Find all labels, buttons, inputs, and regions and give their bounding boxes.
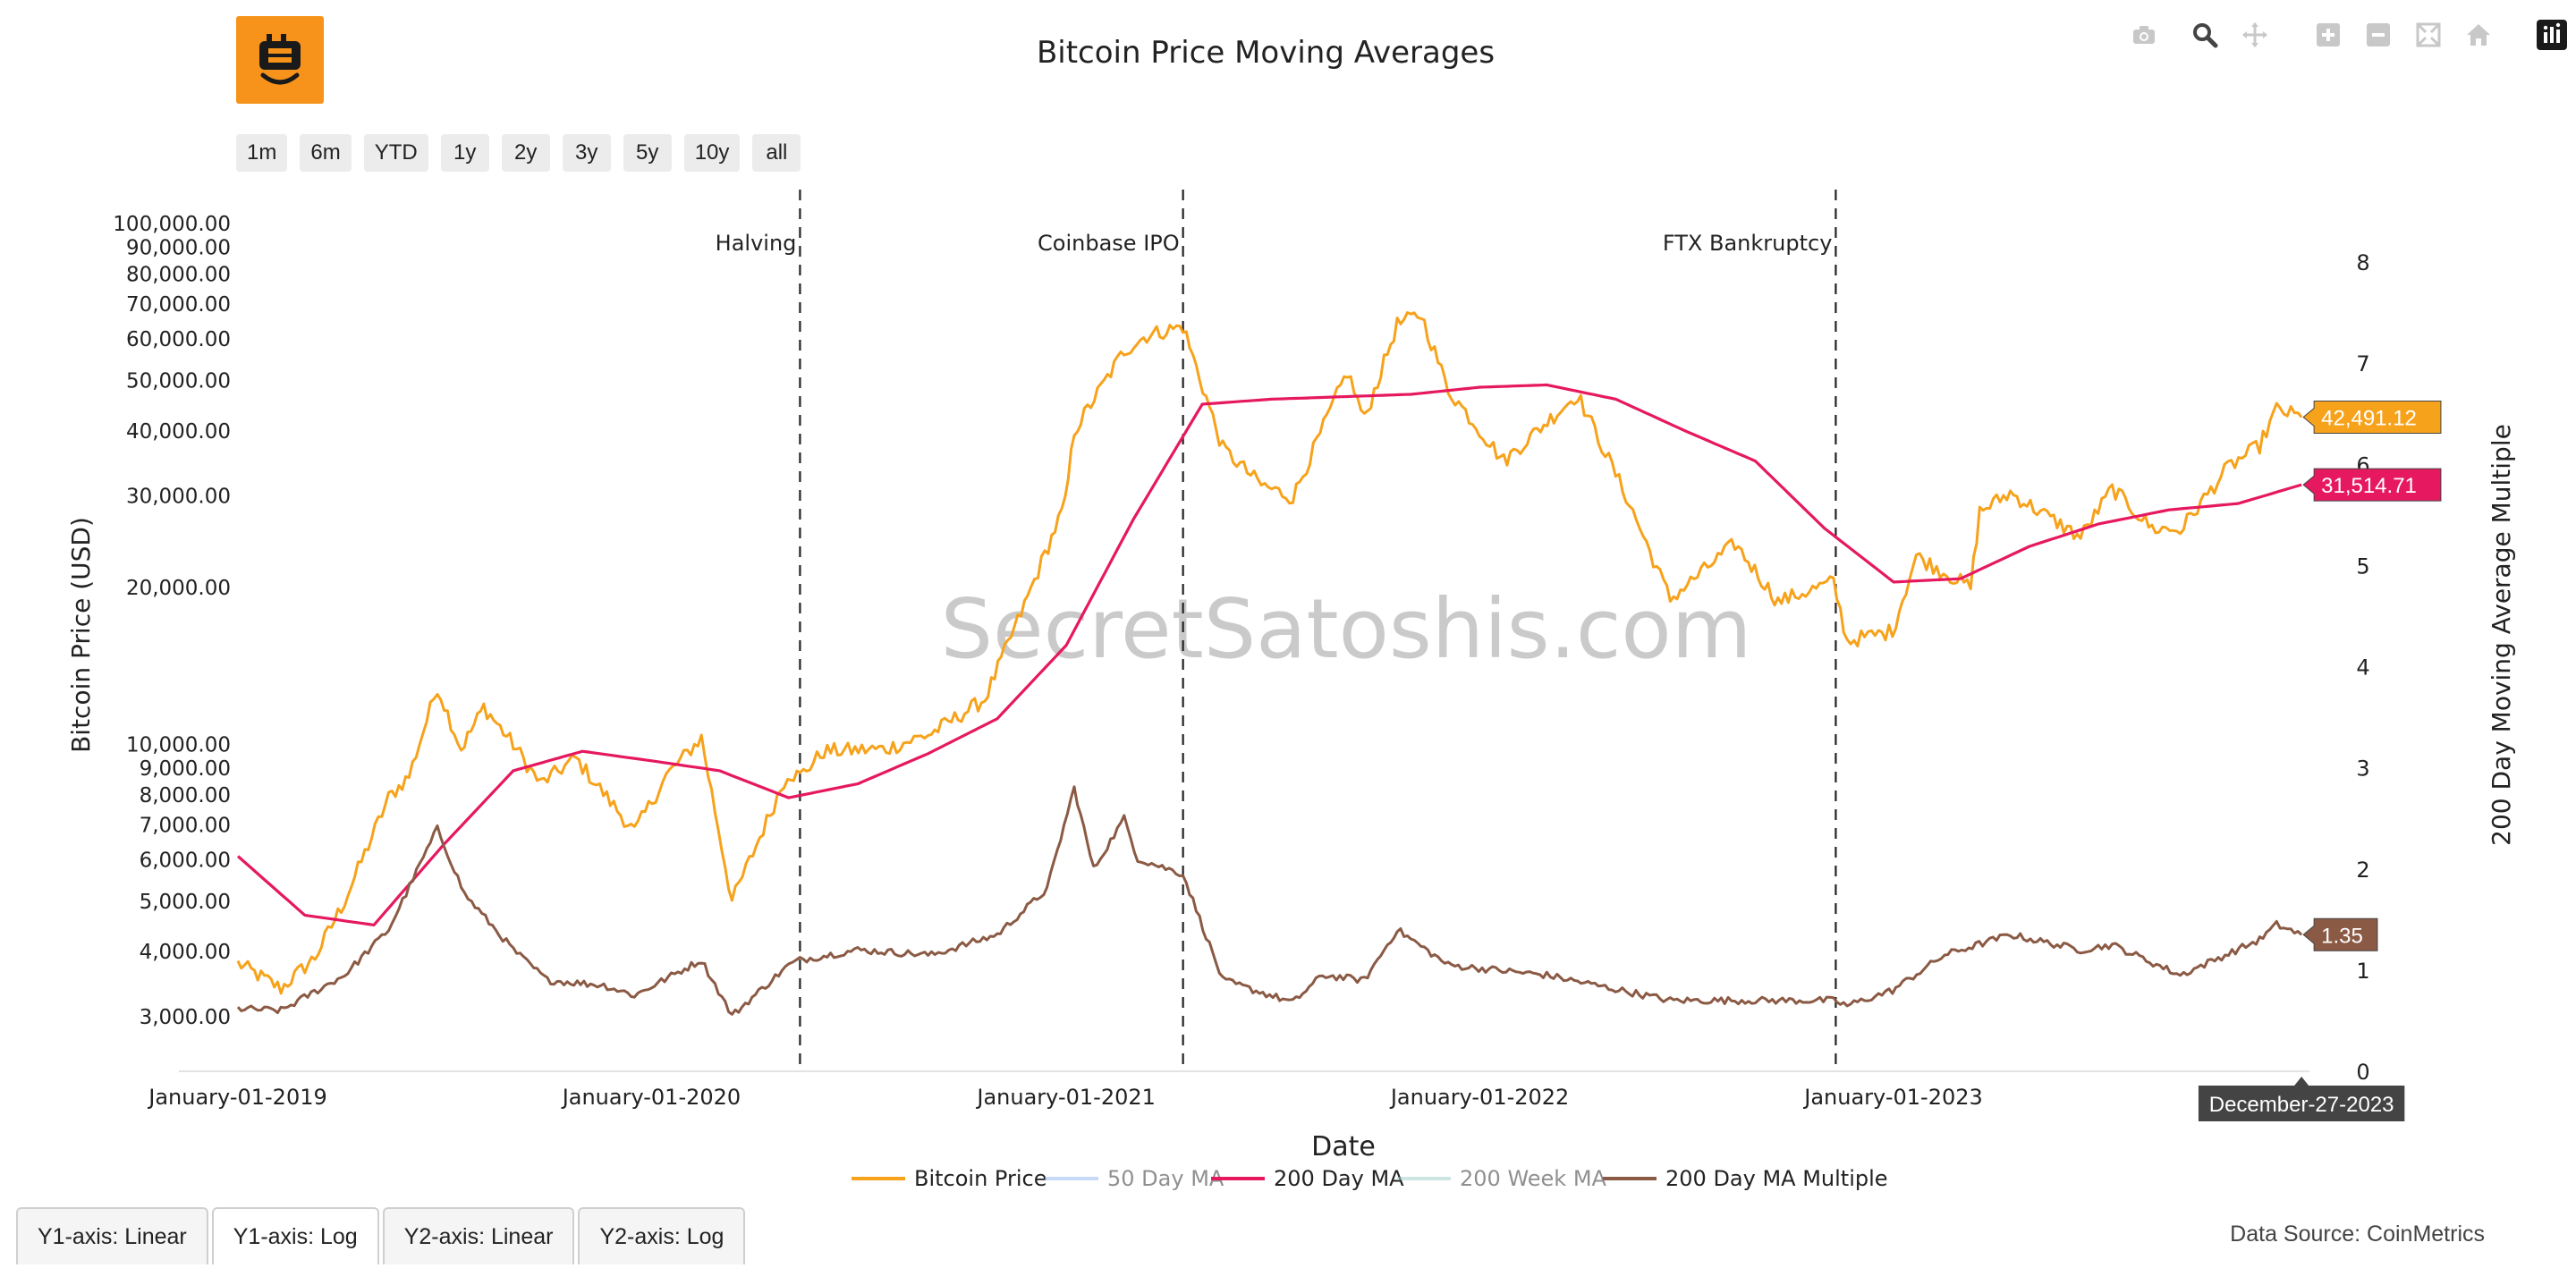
y2-tick-label: 4	[2356, 655, 2369, 680]
x-tick-label: January-01-2023	[1802, 1085, 1983, 1110]
range-button-6m[interactable]: 6m	[300, 134, 352, 172]
y2-tick-label: 2	[2356, 858, 2369, 883]
zoom-icon[interactable]	[2190, 20, 2220, 50]
y2-tick-label: 3	[2356, 757, 2369, 782]
range-button-10y[interactable]: 10y	[683, 134, 741, 172]
legend-item[interactable]: 200 Week MA	[1397, 1166, 1607, 1191]
hover-label-box	[2302, 917, 2378, 951]
hover-label-box	[2302, 468, 2442, 502]
zoom-out-icon[interactable]	[2363, 20, 2394, 50]
event-label: Coinbase IPO	[1038, 231, 1180, 256]
y-tick-label: 5,000.00	[140, 891, 231, 914]
x-tick-label: January-01-2022	[1389, 1085, 1570, 1110]
legend-item[interactable]: 200 Day MA	[1211, 1166, 1404, 1191]
tab-y1-axis-linear[interactable]: Y1-axis: Linear	[16, 1207, 208, 1264]
y-tick-label: 90,000.00	[126, 237, 231, 260]
range-button-5y[interactable]: 5y	[623, 134, 672, 172]
y-tick-label: 60,000.00	[126, 328, 231, 351]
x-tick-label: January-01-2020	[561, 1085, 741, 1110]
legend-label: 200 Day MA Multiple	[1665, 1166, 1888, 1191]
legend-label: Bitcoin Price	[914, 1166, 1046, 1191]
bitcoin-mascot-icon	[259, 34, 301, 85]
series-line-200-day-ma	[236, 383, 2302, 926]
home-icon[interactable]	[2463, 20, 2494, 50]
tab-y2-axis-log[interactable]: Y2-axis: Log	[578, 1207, 746, 1264]
event-label: FTX Bankruptcy	[1663, 231, 1833, 256]
hover-date-text: December-27-2023	[2209, 1093, 2394, 1117]
hover-label: 31,514.71	[2302, 468, 2442, 502]
pan-icon[interactable]	[2240, 20, 2270, 50]
modebar	[2129, 20, 2567, 50]
range-selector: 1m 6m YTD 1y 2y 3y 5y 10y all	[236, 134, 801, 172]
watermark: SecretSatoshis.com	[941, 581, 1752, 677]
event-label: Halving	[716, 231, 797, 256]
y-tick-label: 3,000.00	[140, 1006, 231, 1029]
y2-tick-label: 1	[2356, 959, 2369, 984]
range-button-2y[interactable]: 2y	[501, 134, 550, 172]
series-line-200-day-ma-multiple	[236, 785, 2303, 1016]
y-axis-title: Bitcoin Price (USD)	[66, 517, 96, 753]
hover-label: 42,491.12	[2302, 400, 2442, 434]
range-button-all[interactable]: all	[752, 134, 801, 172]
y-tick-label: 30,000.00	[126, 486, 231, 509]
chart-title: Bitcoin Price Moving Averages	[1037, 35, 1495, 71]
range-button-3y[interactable]: 3y	[562, 134, 611, 172]
hover-label: 1.35	[2302, 917, 2378, 951]
y-tick-label: 7,000.00	[140, 815, 231, 838]
legend-item[interactable]: 50 Day MA	[1045, 1166, 1224, 1191]
hover-date-label: December-27-2023	[2198, 1077, 2405, 1121]
hover-label-text: 1.35	[2321, 924, 2363, 948]
y-tick-label: 9,000.00	[140, 757, 231, 781]
plotly-logo-icon[interactable]	[2537, 20, 2567, 50]
y2-axis-title: 200 Day Moving Average Multiple	[2487, 424, 2516, 846]
legend-item[interactable]: Bitcoin Price	[852, 1166, 1046, 1191]
hover-label-box	[2302, 400, 2442, 434]
data-source: Data Source: CoinMetrics	[2230, 1222, 2485, 1247]
range-button-1y[interactable]: 1y	[440, 134, 489, 172]
legend-label: 50 Day MA	[1107, 1166, 1224, 1191]
tab-y2-axis-linear[interactable]: Y2-axis: Linear	[382, 1207, 575, 1264]
range-button-1m[interactable]: 1m	[236, 134, 288, 172]
x-axis-title: Date	[1311, 1131, 1376, 1162]
hover-label-text: 31,514.71	[2321, 474, 2417, 498]
legend-item[interactable]: 200 Day MA Multiple	[1603, 1166, 1888, 1191]
y-tick-label: 20,000.00	[126, 577, 231, 600]
y-tick-label: 70,000.00	[126, 293, 231, 317]
legend-label: 200 Day MA	[1274, 1166, 1404, 1191]
y2-tick-label: 7	[2356, 351, 2369, 376]
x-tick-label: January-01-2019	[147, 1085, 327, 1110]
y-tick-label: 50,000.00	[126, 369, 231, 393]
camera-icon[interactable]	[2129, 20, 2159, 50]
zoom-in-icon[interactable]	[2313, 20, 2343, 50]
y2-tick-label: 8	[2356, 250, 2369, 275]
y-tick-label: 4,000.00	[140, 941, 231, 964]
legend-label: 200 Week MA	[1460, 1166, 1607, 1191]
autoscale-icon[interactable]	[2413, 20, 2444, 50]
range-button-ytd[interactable]: YTD	[363, 134, 428, 172]
series-line-bitcoin-price	[236, 311, 2303, 995]
y-tick-label: 80,000.00	[126, 263, 231, 286]
logo	[236, 16, 324, 104]
x-tick-label: January-01-2021	[975, 1085, 1156, 1110]
tab-y1-axis-log[interactable]: Y1-axis: Log	[211, 1207, 379, 1264]
y-tick-label: 100,000.00	[113, 213, 231, 236]
y-tick-label: 10,000.00	[126, 733, 231, 757]
hover-date-box	[2198, 1077, 2405, 1121]
y2-tick-label: 0	[2356, 1060, 2369, 1085]
y-tick-label: 6,000.00	[140, 850, 231, 873]
y-tick-label: 8,000.00	[140, 784, 231, 807]
y2-tick-label: 5	[2356, 554, 2369, 579]
hover-label-text: 42,491.12	[2321, 406, 2417, 430]
y-tick-label: 40,000.00	[126, 420, 231, 444]
axis-tabs: Y1-axis: Linear Y1-axis: Log Y2-axis: Line…	[16, 1207, 746, 1264]
